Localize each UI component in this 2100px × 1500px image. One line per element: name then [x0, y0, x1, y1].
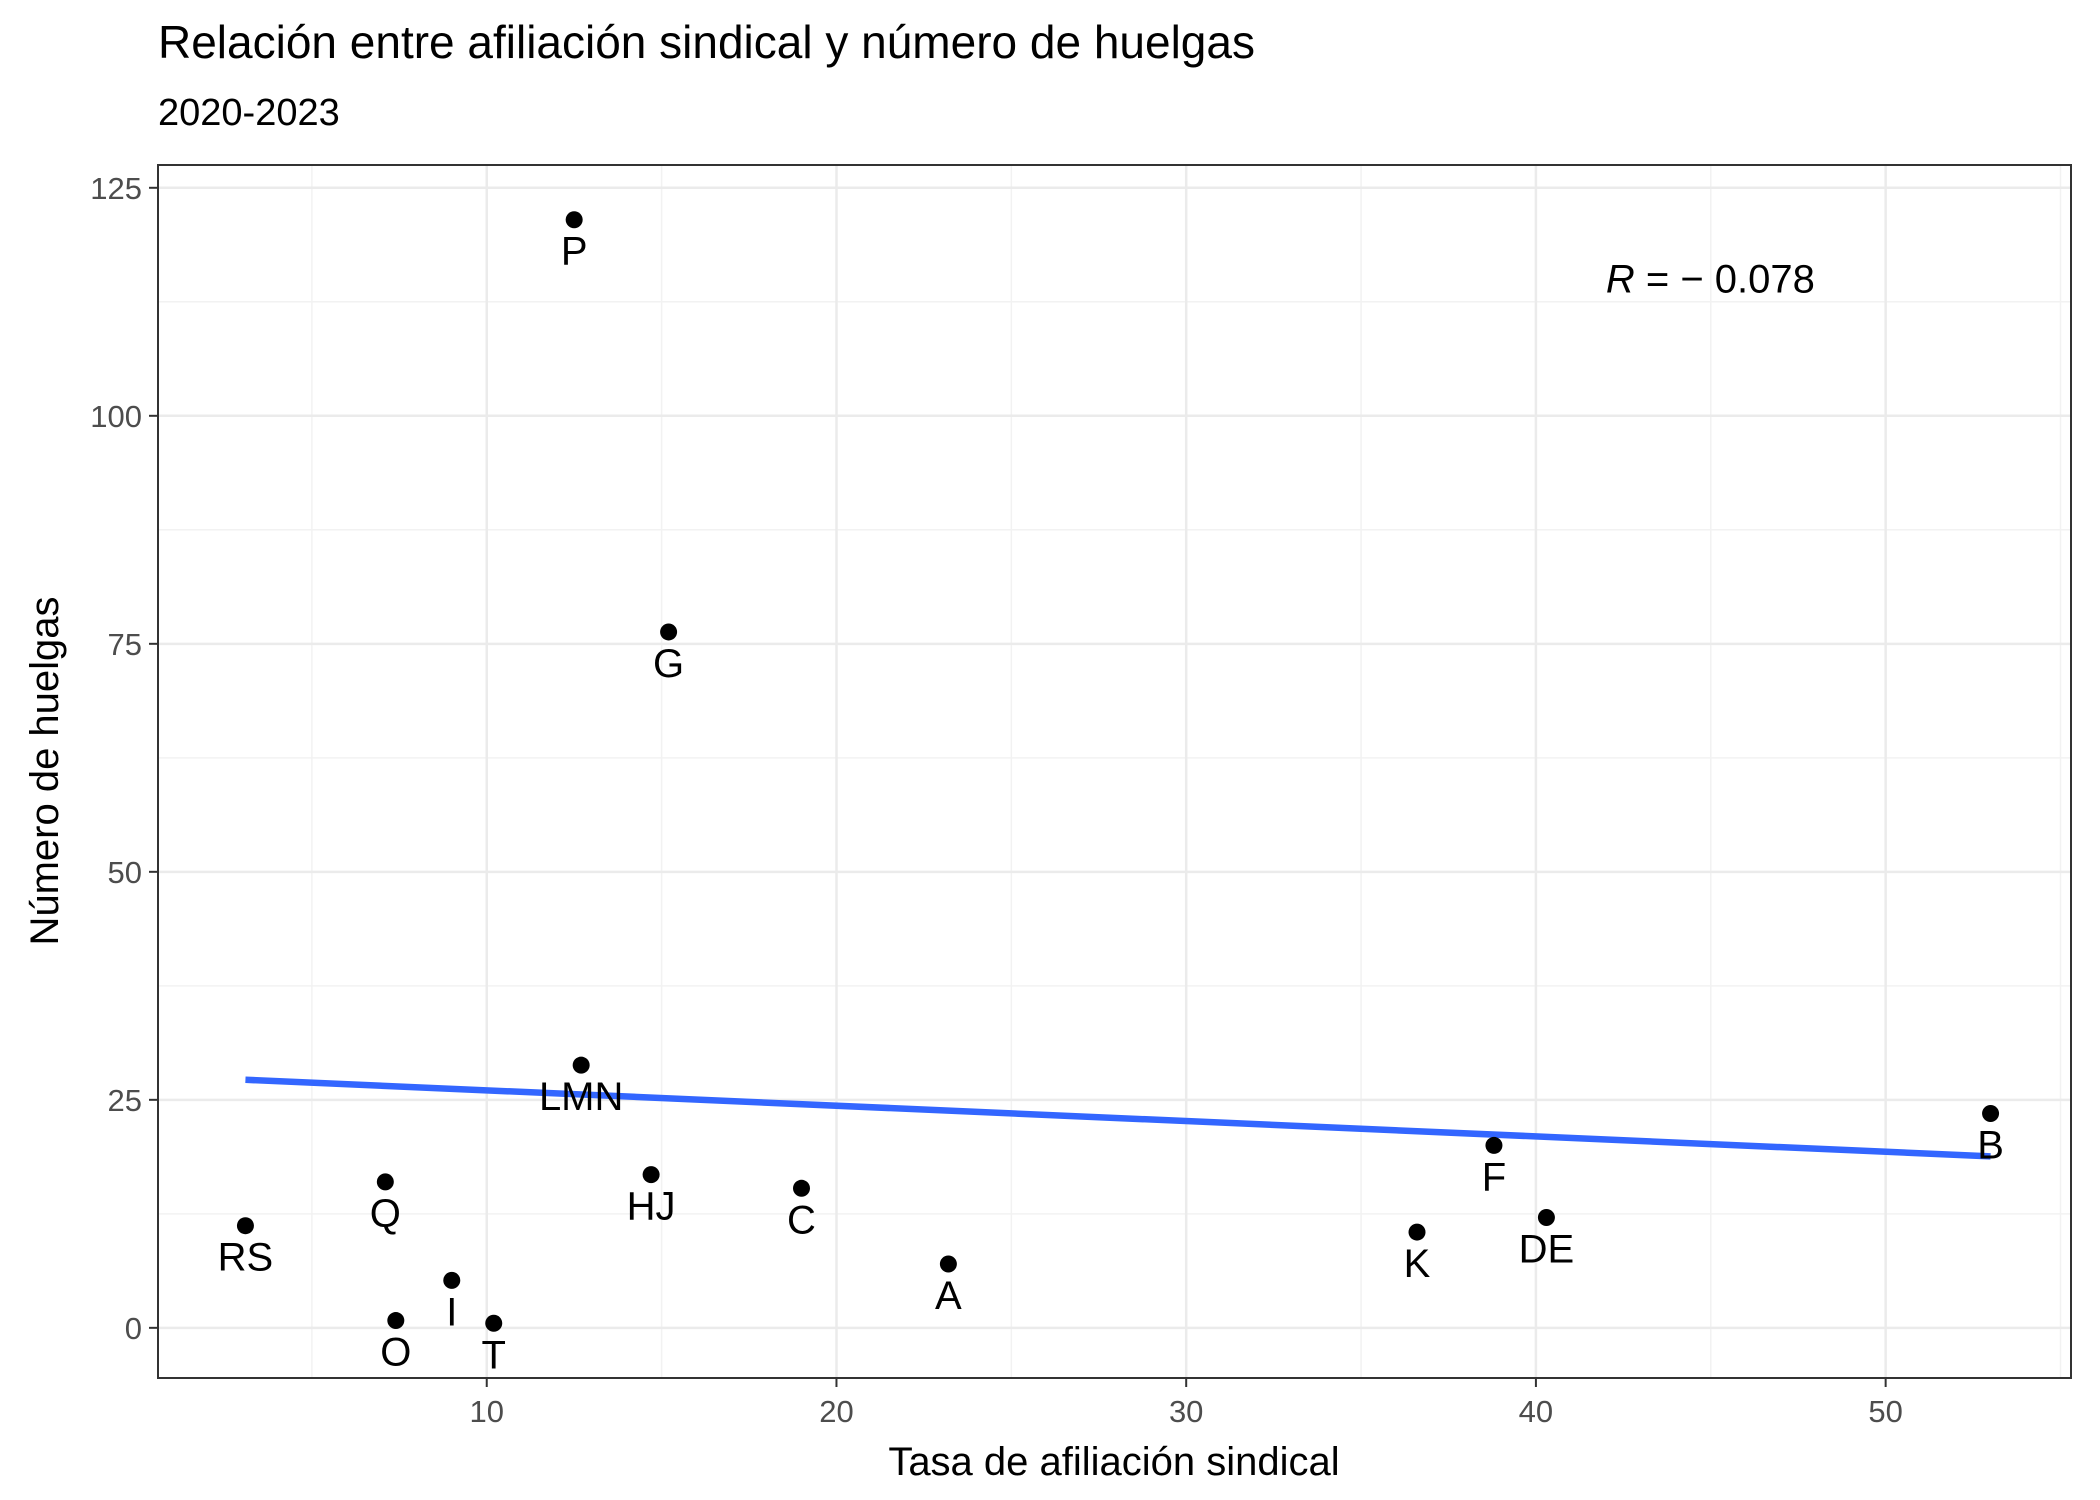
data-point — [1982, 1105, 2000, 1123]
data-point — [387, 1312, 405, 1330]
y-tick-label: 100 — [90, 399, 142, 434]
plot-panel-background — [158, 165, 2071, 1378]
data-point-label: A — [935, 1274, 962, 1318]
regression-layer — [245, 1076, 1991, 1160]
regression-line — [245, 1076, 1991, 1160]
data-point — [485, 1314, 503, 1332]
data-point-label: I — [446, 1290, 457, 1334]
correlation-annotation: R = − 0.078 — [1606, 258, 1815, 302]
data-point — [236, 1217, 254, 1235]
correlation-symbol: R — [1606, 258, 1635, 302]
data-point — [939, 1255, 957, 1273]
x-tick-label: 40 — [1519, 1394, 1553, 1429]
x-axis: 10 20 30 40 50 — [470, 1378, 1903, 1429]
data-point-label: DE — [1519, 1227, 1575, 1271]
y-axis: 0 25 50 75 100 125 — [90, 171, 158, 1346]
point-labels-layer: P G LMN B F HJ Q C DE RS K A IO T — [218, 230, 2004, 1378]
y-tick-label: 0 — [125, 1311, 142, 1346]
data-point-label: O — [380, 1331, 411, 1375]
chart-title: Relación entre afiliación sindical y núm… — [158, 16, 1255, 68]
data-point — [1485, 1136, 1503, 1154]
correlation-value: = − 0.078 — [1635, 258, 1815, 302]
data-point-label: T — [482, 1333, 506, 1377]
data-point-label: HJ — [627, 1185, 676, 1229]
data-point-label: F — [1482, 1155, 1506, 1199]
data-point — [642, 1166, 660, 1184]
data-point — [660, 623, 678, 641]
data-point-label: G — [653, 642, 684, 686]
data-point-label: LMN — [539, 1075, 623, 1119]
grid-minor — [158, 165, 2071, 1378]
points-layer — [236, 211, 2000, 1332]
x-tick-label: 20 — [819, 1394, 853, 1429]
data-point — [1537, 1208, 1555, 1226]
data-point — [1408, 1223, 1426, 1241]
data-point — [443, 1271, 461, 1289]
data-point-label: RS — [218, 1236, 274, 1280]
x-tick-label: 30 — [1169, 1394, 1203, 1429]
data-point-label: B — [1977, 1124, 2004, 1168]
data-point-label: P — [561, 230, 588, 274]
y-tick-label: 75 — [108, 627, 142, 662]
x-tick-label: 10 — [470, 1394, 504, 1429]
data-point — [376, 1173, 394, 1191]
x-tick-label: 50 — [1868, 1394, 1902, 1429]
data-point — [572, 1056, 590, 1074]
y-axis-title: Número de huelgas — [23, 596, 67, 945]
grid-major — [158, 165, 2071, 1378]
data-point-label: Q — [370, 1192, 401, 1236]
data-point — [792, 1179, 810, 1197]
data-point — [565, 211, 583, 229]
data-point-label: K — [1404, 1242, 1431, 1286]
x-axis-title: Tasa de afiliación sindical — [888, 1440, 1339, 1484]
y-tick-label: 25 — [108, 1083, 142, 1118]
y-tick-label: 50 — [108, 855, 142, 890]
data-point-label: C — [787, 1198, 816, 1242]
y-tick-label: 125 — [90, 171, 142, 206]
plot-panel-border — [157, 164, 2072, 1379]
chart-subtitle: 2020-2023 — [158, 92, 340, 134]
